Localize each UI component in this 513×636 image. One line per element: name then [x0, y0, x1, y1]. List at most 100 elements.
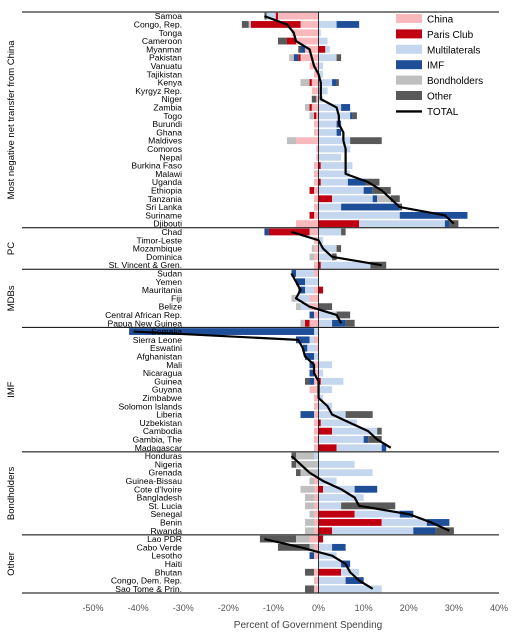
bar-other [277, 543, 310, 551]
bar-multi [318, 187, 364, 194]
bar-other [341, 228, 346, 236]
bar-china [314, 120, 319, 128]
bar-other [350, 137, 382, 145]
bar-multi [320, 419, 357, 427]
category-label: Rwanda [150, 526, 182, 536]
bar-other [345, 319, 355, 327]
bar-other [291, 452, 296, 460]
bar-imf [332, 543, 346, 551]
bar-imf [300, 411, 315, 418]
bar-multi [305, 286, 315, 294]
bar-china [314, 436, 319, 443]
legend-label: Paris Club [427, 30, 474, 41]
bar-multi [320, 162, 353, 169]
bar-imf [302, 344, 308, 352]
category-label: Tanzania [148, 194, 183, 204]
bar-china [291, 29, 319, 37]
group-label: Other [6, 552, 17, 576]
category-label: Haiti [165, 559, 182, 569]
bar-multi [318, 21, 337, 28]
total-line [290, 272, 343, 324]
bar-china [309, 535, 319, 543]
bar-bond [289, 54, 294, 62]
bar-china [314, 419, 319, 427]
category-label: Nigeria [155, 459, 182, 469]
bar-china [314, 286, 319, 294]
x-tick-label: 30% [445, 603, 463, 613]
category-label: St. Vincent & Gren. [109, 260, 182, 270]
bar-china [314, 336, 319, 344]
bar-china [316, 153, 319, 161]
bar-other [241, 21, 249, 28]
x-axis-label: Percent of Government Spending [234, 620, 382, 631]
category-label: Ethiopia [151, 185, 182, 195]
category-label: Guinea [154, 376, 182, 386]
bar-multi [305, 278, 319, 286]
bar-bond [309, 477, 315, 485]
bar-china [309, 228, 319, 236]
bar-imf [336, 21, 360, 28]
bar-bond [311, 245, 315, 252]
bar-bond [305, 494, 315, 501]
bar-bond [248, 21, 251, 28]
bar-china [309, 294, 319, 302]
bar-bond [300, 485, 315, 493]
bar-imf [399, 211, 468, 219]
bar-paris [318, 377, 321, 385]
bar-paris [318, 527, 333, 535]
category-label: Niger [161, 94, 182, 104]
total-line [264, 537, 374, 590]
bar-multi [318, 137, 351, 145]
bar-multi [318, 62, 324, 70]
bar-china [314, 585, 319, 593]
x-tick-label: 40% [490, 603, 508, 613]
category-label: Vanuatu [151, 61, 183, 71]
group-label: Most negative net transfer from China [6, 40, 17, 200]
bar-china [314, 494, 319, 501]
bar-multi [332, 195, 373, 203]
legend-swatch-multi [396, 44, 422, 54]
bar-other [336, 311, 351, 319]
bar-china [314, 402, 319, 410]
bar-imf [291, 270, 296, 277]
category-label: Lao PDR [147, 534, 182, 544]
bar-bond [309, 543, 315, 551]
bar-multi [318, 87, 328, 95]
category-label: Guinea-Bissau [126, 476, 183, 486]
bar-multi [318, 236, 324, 244]
legend-swatch-paris [396, 29, 422, 39]
bar-imf [296, 336, 310, 344]
bar-china [314, 178, 319, 186]
bar-multi [296, 294, 310, 302]
bar-other [311, 95, 317, 103]
category-label: Central African Rep. [105, 310, 182, 320]
category-label: Cabo Verde [137, 542, 183, 552]
category-label: Mozambique [133, 244, 182, 254]
group-label: MDBs [6, 285, 17, 311]
bar-paris [318, 162, 321, 169]
bar-imf [347, 178, 366, 186]
bar-multi [266, 12, 276, 20]
category-label: Benin [160, 517, 182, 527]
bar-paris [309, 187, 315, 194]
bar-imf [305, 353, 315, 360]
bar-china [314, 577, 319, 584]
bar-multi [318, 145, 351, 153]
bar-china [314, 427, 319, 435]
x-tick-label: 20% [400, 603, 418, 613]
bar-other [336, 79, 339, 86]
bar-china [277, 12, 319, 20]
bar-bond [291, 294, 296, 302]
category-label: Tajikistan [147, 69, 183, 79]
bar-multi [318, 469, 373, 477]
bar-paris [314, 112, 317, 120]
bar-imf [413, 527, 436, 535]
bar-multi [318, 494, 364, 501]
bar-china [314, 543, 319, 551]
bar-other [336, 245, 342, 252]
bar-multi [318, 153, 342, 161]
bar-multi [318, 394, 324, 402]
bar-bond [309, 510, 315, 518]
bar-china [314, 510, 319, 518]
